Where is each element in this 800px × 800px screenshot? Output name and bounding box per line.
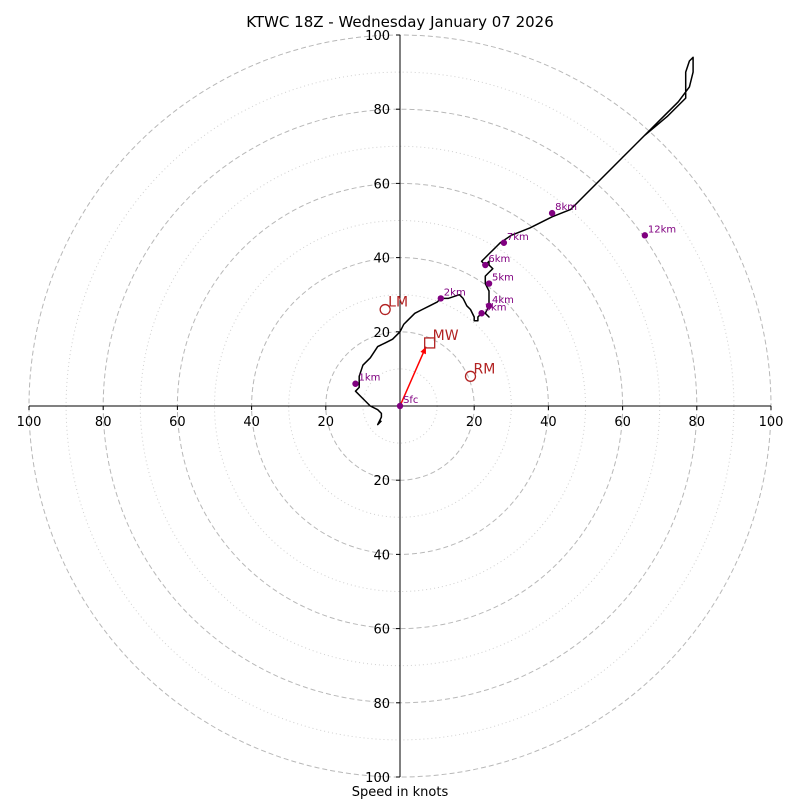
storm-motion-markers: LM MW RM — [379, 295, 495, 382]
chart-title: KTWC 18Z - Wednesday January 07 2026 — [246, 13, 554, 31]
storm-motion-marker — [424, 337, 436, 349]
height-marker — [437, 295, 445, 302]
y-tick-label: 40 — [373, 252, 390, 267]
height-marker-label: 5km — [492, 273, 514, 284]
storm-motion-marker — [464, 370, 477, 382]
height-marker-label: 12km — [648, 224, 676, 235]
y-tick-label: 20 — [373, 326, 390, 341]
height-marker-label: 8km — [555, 202, 577, 213]
y-tick-label: 80 — [373, 103, 390, 118]
storm-motion-label: LM — [388, 295, 408, 311]
y-tick-label: 60 — [373, 177, 390, 192]
height-marker — [352, 380, 359, 387]
x-tick-label: 80 — [689, 415, 706, 430]
x-tick-label: 20 — [318, 415, 335, 430]
axes: 100 100 80 80 60 60 40 40 20 20 20 20 40 40 60 60 80 80 10… — [17, 29, 784, 786]
y-tick-label: 80 — [373, 697, 390, 712]
storm-motion-label: RM — [473, 361, 495, 377]
y-tick-label: 100 — [365, 29, 390, 44]
x-tick-label: 80 — [95, 415, 112, 430]
x-tick-label: 60 — [614, 415, 631, 430]
height-marker — [641, 232, 649, 239]
x-tick-label: 100 — [759, 415, 784, 430]
height-marker-label: 3km — [485, 302, 507, 313]
y-tick-label: 20 — [373, 474, 390, 489]
hodograph-line — [354, 56, 694, 426]
x-tick-label: 40 — [243, 415, 260, 430]
storm-motion-marker — [379, 303, 391, 316]
height-marker — [548, 209, 556, 217]
x-tick-label: 100 — [17, 415, 42, 430]
height-marker — [485, 280, 493, 287]
height-marker-label: 7km — [507, 232, 529, 243]
y-tick-label: 60 — [373, 623, 390, 638]
height-marker-label: 2km — [444, 287, 466, 298]
y-tick-label: 40 — [373, 548, 390, 563]
x-axis-label: Speed in knots — [352, 785, 449, 800]
storm-motion-label: MW — [433, 328, 459, 344]
x-tick-label: 20 — [466, 415, 483, 430]
x-tick-label: 60 — [169, 415, 186, 430]
height-marker-label: 4km — [492, 295, 514, 306]
height-marker — [478, 310, 485, 317]
height-marker-label: Sfc — [403, 395, 418, 406]
height-marker — [396, 402, 404, 410]
height-marker — [500, 239, 508, 246]
mean-wind-vector — [399, 346, 427, 407]
height-marker — [482, 261, 489, 269]
hodograph-trace — [354, 56, 694, 426]
x-tick-label: 40 — [540, 415, 557, 430]
height-marker-label: 6km — [488, 254, 510, 265]
y-tick-label: 100 — [365, 771, 390, 786]
height-marker-label: 1km — [358, 373, 380, 384]
height-marker — [485, 302, 493, 310]
